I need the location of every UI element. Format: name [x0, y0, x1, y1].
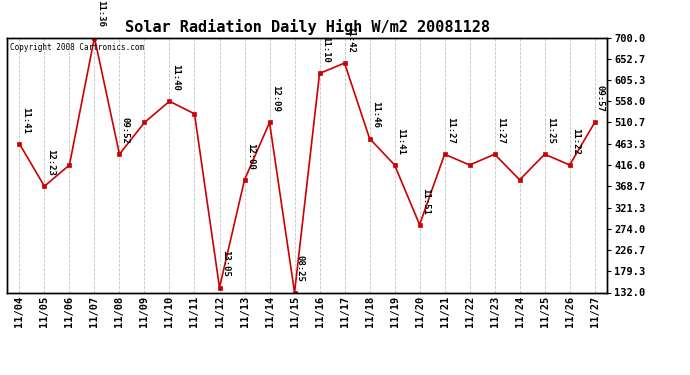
Text: 11:42: 11:42 [346, 26, 355, 53]
Text: 12:23: 12:23 [46, 149, 55, 176]
Text: 09:52: 09:52 [121, 117, 130, 144]
Text: 11:41: 11:41 [396, 128, 405, 155]
Text: 11:51: 11:51 [421, 188, 430, 214]
Text: 08:25: 08:25 [296, 255, 305, 282]
Text: 11:27: 11:27 [496, 117, 505, 144]
Title: Solar Radiation Daily High W/m2 20081128: Solar Radiation Daily High W/m2 20081128 [125, 19, 489, 35]
Text: 09:57: 09:57 [596, 86, 605, 112]
Text: 13:05: 13:05 [221, 251, 230, 278]
Text: 11:41: 11:41 [21, 107, 30, 134]
Text: 11:46: 11:46 [371, 101, 380, 128]
Text: Copyright 2008 Cartronics.com: Copyright 2008 Cartronics.com [10, 43, 144, 52]
Text: 12:09: 12:09 [270, 86, 279, 112]
Text: 11:27: 11:27 [446, 117, 455, 144]
Text: 11:40: 11:40 [170, 64, 179, 91]
Text: 12:00: 12:00 [246, 143, 255, 170]
Text: 11:22: 11:22 [571, 128, 580, 155]
Text: 11:36: 11:36 [96, 0, 105, 27]
Text: 11:25: 11:25 [546, 117, 555, 144]
Text: 11:10: 11:10 [321, 36, 330, 63]
